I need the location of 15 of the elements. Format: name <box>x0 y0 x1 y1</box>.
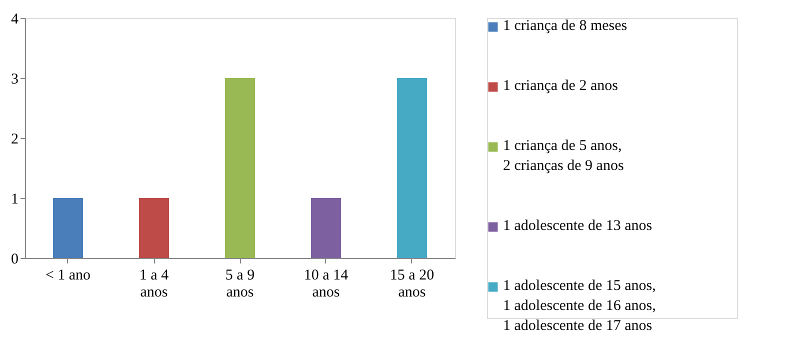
y-tick-label: 3 <box>11 72 18 88</box>
x-tick-label: 10 a 14 anos <box>304 268 349 300</box>
legend-label: 1 adolescente de 13 anos <box>503 218 652 234</box>
x-tick-label: < 1 ano <box>45 268 91 284</box>
legend-label: 1 criança de 8 meses <box>503 18 628 34</box>
y-tick-label: 0 <box>11 252 18 268</box>
y-tick-label: 2 <box>11 132 18 148</box>
x-tick-label: 15 a 20 anos <box>390 268 434 300</box>
x-tick-label: 1 a 4 anos <box>139 268 170 300</box>
y-tick-label: 4 <box>11 12 19 28</box>
legend-label: 1 criança de 5 anos, 2 crianças de 9 anos <box>503 138 624 174</box>
y-tick-label: 1 <box>11 192 18 208</box>
legend-label: 1 adolescente de 15 anos, 1 adolescente de 16 anos, 1 adolescente de 17 anos <box>503 278 656 334</box>
x-tick-label: 5 a 9 anos <box>225 268 255 300</box>
legend-label: 1 criança de 2 anos <box>503 78 618 94</box>
